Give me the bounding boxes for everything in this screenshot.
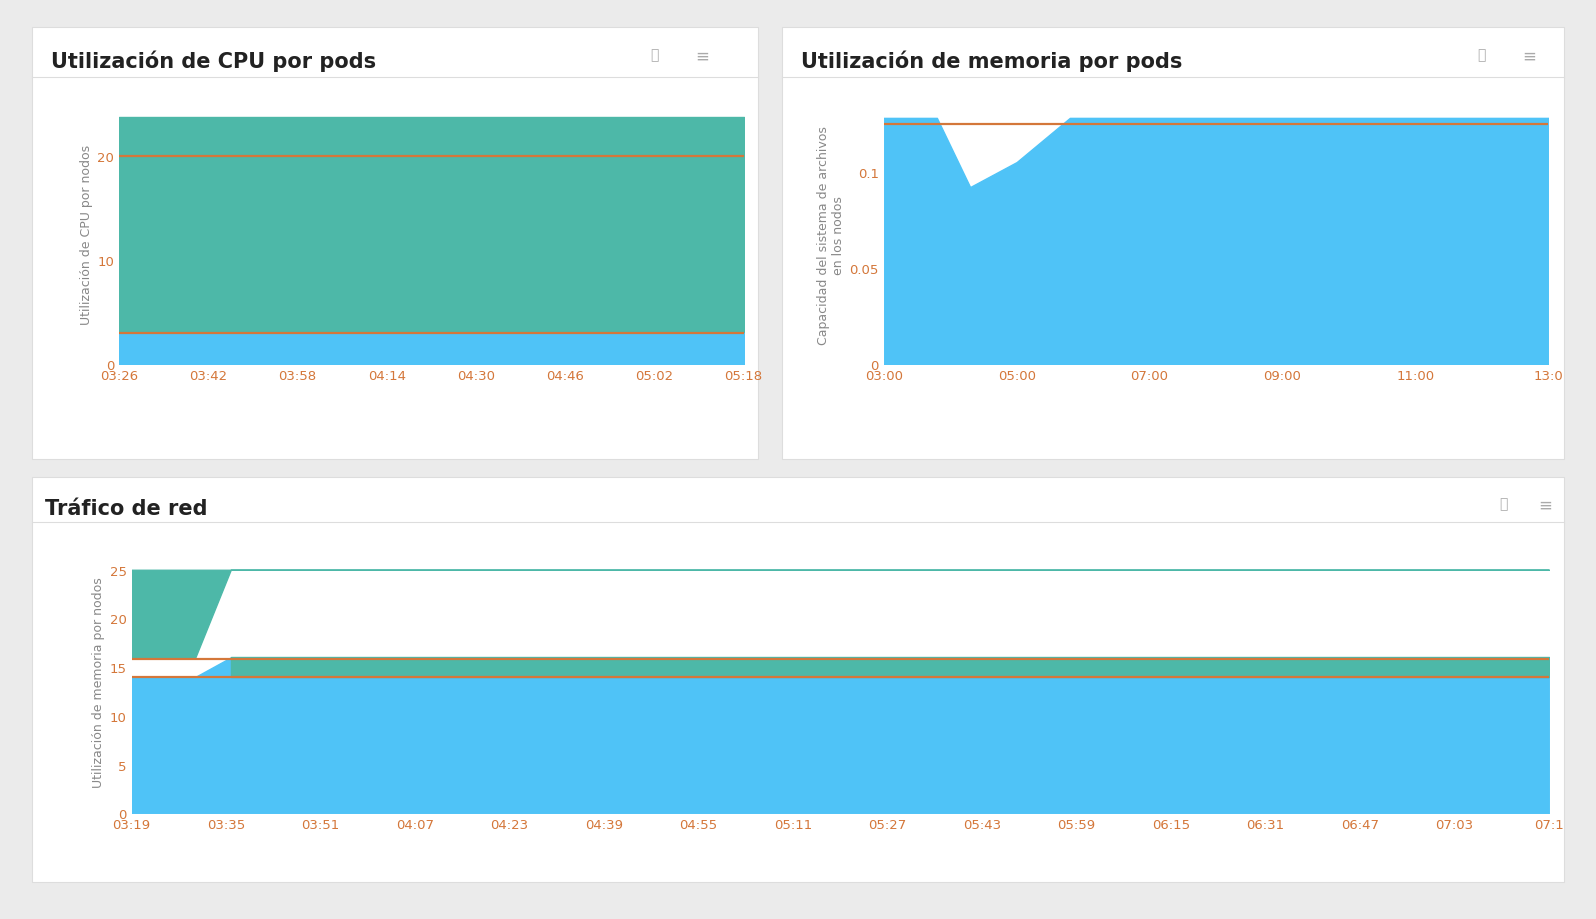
Y-axis label: Utilización de CPU por nodos: Utilización de CPU por nodos <box>80 145 93 324</box>
Text: Tráfico de red: Tráfico de red <box>45 498 207 518</box>
Text: ≡: ≡ <box>1539 496 1551 515</box>
Text: ⤢: ⤢ <box>1499 496 1508 510</box>
Y-axis label: Utilización de memoria por nodos: Utilización de memoria por nodos <box>93 577 105 788</box>
Text: Utilización de CPU por pods: Utilización de CPU por pods <box>51 51 377 72</box>
Text: ≡: ≡ <box>696 48 709 66</box>
Text: ≡: ≡ <box>1523 48 1535 66</box>
Text: ⤢: ⤢ <box>650 48 659 62</box>
Text: Utilización de memoria por pods: Utilización de memoria por pods <box>801 51 1183 72</box>
Text: ⤢: ⤢ <box>1476 48 1486 62</box>
Y-axis label: Capacidad del sistema de archivos
en los nodos: Capacidad del sistema de archivos en los… <box>817 126 846 345</box>
